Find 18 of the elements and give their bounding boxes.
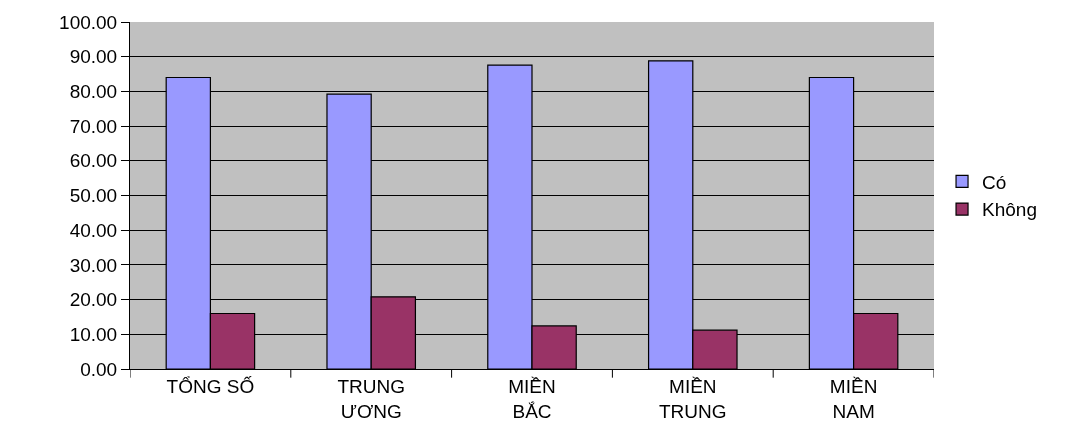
y-tick-label: 0.00 [80,358,118,380]
x-tick-label: MIỀN TRUNG [659,375,727,422]
y-tick-label: 10.00 [69,323,118,345]
y-tick-label: 60.00 [69,150,118,172]
legend-label: Không [982,199,1037,221]
y-tick-label: 80.00 [69,81,118,103]
x-tick-label: MIỀN BẮC [508,375,556,422]
y-tick-label: 20.00 [69,289,118,311]
y-tick-label: 70.00 [69,115,118,137]
y-tick-label: 100.00 [59,11,118,33]
y-tick-label: 40.00 [69,219,118,241]
x-tick-label: TRUNG ƯƠNG [337,375,405,422]
y-tick-label: 30.00 [69,254,118,276]
legend-label: Có [982,171,1007,193]
y-tick-label: 50.00 [69,185,118,207]
x-tick-label: TỔNG SỐ [166,375,255,397]
x-tick-label: MIỀN NAM [829,375,878,422]
y-tick-label: 90.00 [69,46,118,68]
